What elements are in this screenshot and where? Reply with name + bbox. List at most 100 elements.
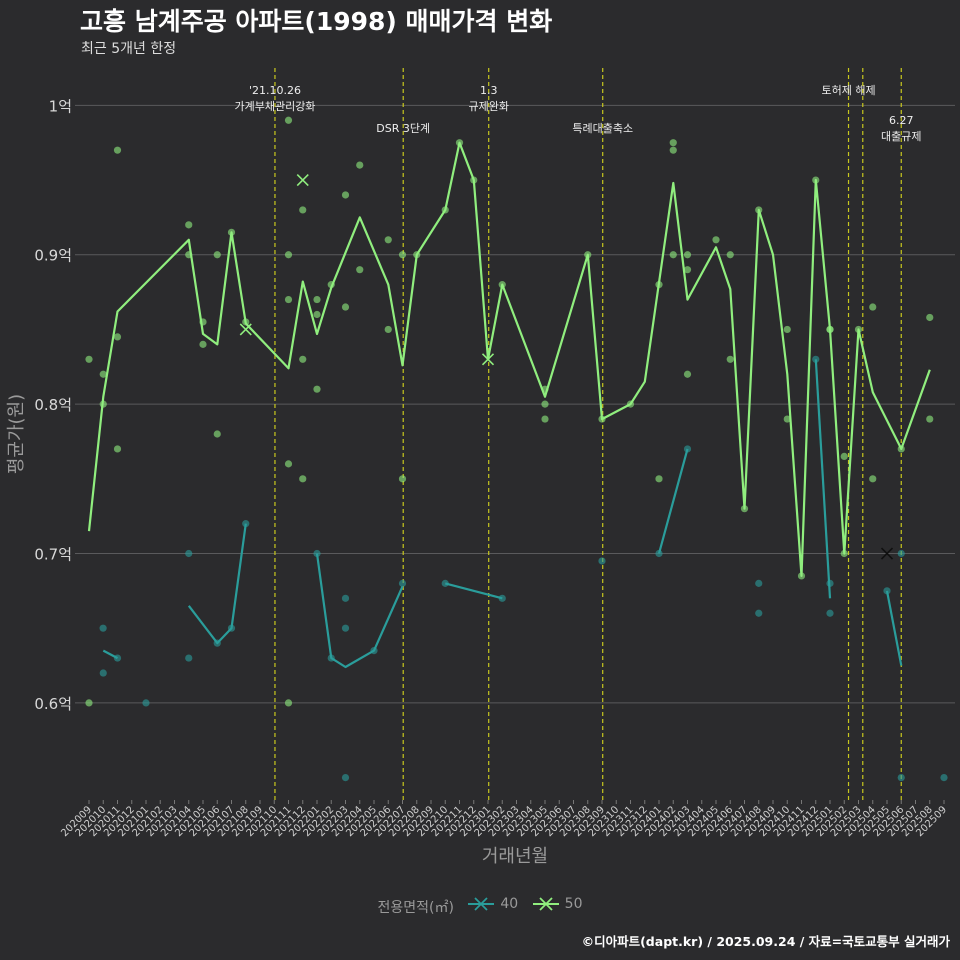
data-point-50 — [284, 699, 293, 707]
legend-swatch-40 — [468, 897, 495, 911]
series-line-40 — [885, 590, 903, 666]
event-label: 6.27 — [889, 114, 914, 127]
data-point-50 — [284, 295, 293, 304]
data-point-50 — [185, 221, 193, 229]
data-point-50 — [869, 475, 877, 483]
data-point-50 — [99, 370, 107, 378]
data-point-50 — [284, 460, 293, 468]
data-point-50 — [840, 452, 848, 461]
series-line-40 — [187, 523, 247, 645]
data-point-40 — [655, 549, 663, 558]
data-point-40 — [185, 654, 193, 662]
data-point-40 — [755, 609, 763, 617]
data-point-50 — [541, 400, 549, 408]
data-point-50 — [113, 333, 122, 341]
y-tick-label: 0.7억 — [34, 546, 72, 564]
data-point-50 — [313, 385, 321, 393]
data-point-50 — [341, 303, 350, 311]
data-point-50 — [85, 355, 93, 363]
source-credit: ©디아파트(dapt.kr) / 2025.09.24 / 자료=국토교통부 실… — [581, 934, 950, 949]
data-point-40 — [897, 773, 905, 782]
data-point-50 — [299, 206, 307, 214]
highlight-marker-50 — [239, 323, 252, 336]
x-axis-title: 거래년월 — [482, 846, 548, 867]
marker-stroke — [481, 353, 495, 366]
data-point-50 — [669, 251, 677, 259]
highlight-marker-50 — [481, 353, 495, 366]
data-point-40 — [341, 594, 350, 602]
chart-title: 고흥 남계주공 아파트(1998) 매매가격 변화 — [80, 7, 553, 36]
data-point-50 — [85, 699, 93, 707]
event-label: DSR 3단계 — [376, 122, 430, 135]
series-line-40 — [445, 582, 503, 600]
legend-swatch-50 — [532, 897, 559, 911]
data-point-50 — [384, 236, 392, 244]
event-label: 규제완화 — [468, 100, 508, 113]
legend-item-50[interactable]: 50 — [532, 896, 583, 912]
data-point-50 — [926, 313, 934, 322]
data-point-40 — [940, 773, 948, 782]
grid-lines — [75, 104, 955, 704]
data-point-50 — [683, 266, 692, 274]
data-point-50 — [869, 303, 877, 311]
data-point-50 — [712, 236, 720, 244]
y-tick-label: 0.8억 — [34, 396, 72, 414]
data-point-50 — [356, 266, 364, 274]
data-point-50 — [113, 445, 122, 453]
data-point-50 — [398, 475, 407, 483]
data-point-40 — [341, 773, 350, 782]
legend-label-50: 50 — [564, 896, 583, 912]
data-point-50 — [341, 191, 350, 199]
data-point-50 — [384, 325, 392, 334]
series-line-40 — [315, 553, 404, 669]
data-point-50 — [669, 146, 677, 154]
data-point-40 — [826, 609, 834, 617]
event-label: 가계부채관리강화 — [234, 100, 315, 113]
highlight-marker-50 — [296, 173, 309, 187]
data-point-50 — [726, 355, 734, 363]
y-axis-title: 평균가(원) — [6, 394, 27, 474]
data-point-50 — [113, 146, 122, 154]
data-point-50 — [683, 251, 692, 259]
series-line-40 — [102, 649, 119, 660]
data-point-50 — [299, 355, 307, 363]
data-point-40 — [598, 557, 606, 565]
axes: 0.6억0.7억0.8억0.9억1억2020092020102020112020… — [6, 97, 949, 867]
data-point-50 — [213, 430, 221, 438]
data-point-40 — [341, 624, 350, 632]
data-point-40 — [99, 669, 107, 677]
event-label: 대출규제 — [881, 130, 921, 143]
y-tick-label: 0.9억 — [34, 247, 72, 265]
series-line-40 — [657, 448, 689, 554]
legend: 전용면적(㎡) 40 50 — [0, 896, 960, 917]
data-point-40 — [897, 549, 905, 558]
data-point-40 — [398, 579, 407, 587]
legend-title: 전용면적(㎡) — [377, 900, 454, 916]
legend-item-40[interactable]: 40 — [468, 896, 518, 912]
data-point-50 — [926, 415, 934, 423]
marker-stroke — [880, 547, 894, 560]
event-label: '21.10.26 — [249, 84, 301, 97]
data-point-50 — [655, 475, 663, 483]
data-point-50 — [398, 251, 407, 259]
data-point-50 — [284, 116, 293, 124]
marker-stroke — [296, 173, 309, 187]
y-tick-label: 1억 — [49, 97, 72, 115]
data-point-50 — [356, 161, 364, 169]
series-line-50 — [87, 141, 931, 577]
data-point-40 — [99, 624, 107, 632]
legend-label-40: 40 — [500, 896, 519, 912]
data-point-50 — [683, 370, 692, 378]
marker-stroke — [239, 323, 252, 336]
data-point-50 — [299, 475, 307, 483]
data-point-50 — [313, 310, 321, 319]
data-point-50 — [199, 340, 207, 348]
data-point-50 — [213, 251, 221, 259]
data-point-50 — [726, 251, 734, 259]
data-point-50 — [669, 139, 677, 147]
event-label: 특례대출축소 — [572, 122, 633, 135]
series-layer — [85, 116, 948, 782]
data-point-40 — [883, 587, 891, 595]
